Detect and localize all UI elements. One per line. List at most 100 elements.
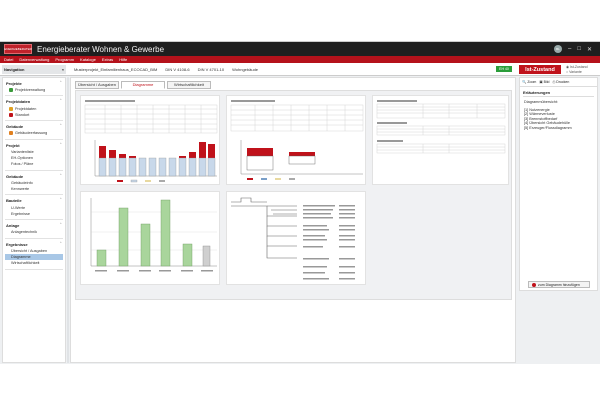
navigation-header[interactable]: Navigation « [2,65,66,74]
collapse-left-icon[interactable]: « [61,67,64,72]
menu-extras[interactable]: Extras [101,57,114,62]
application-window: ENERGIEBERATER Energieberater Wohnen & G… [0,41,600,396]
nav-item-uebersicht-ausgaben[interactable]: Übersicht / Ausgaben [11,248,48,253]
diagram-nutzenergie-graphic [84,100,218,183]
navigation-title: Navigation [4,67,25,72]
diagram-waermeverluste[interactable] [226,95,366,185]
diagram-brennstoffbedarf[interactable] [372,95,509,185]
minimize-icon[interactable]: – [568,46,572,52]
nav-section-gebaeude-2: Gebäude Gebäudeinfo Kennwerte [5,173,63,196]
print-label: Drucken [556,80,570,84]
tab-wirtschaftlichkeit[interactable]: Wirtschaftlichkeit [167,81,211,89]
diagram-gebaeudehuelle[interactable] [80,191,220,285]
nav-item-label: Gebäudeerfassung [15,131,48,136]
image-button[interactable]: ▣ Bild [539,80,549,84]
maximize-icon[interactable]: □ [577,46,581,52]
nav-section-title[interactable]: Projektdaten [5,98,63,105]
project-norm-2: DIN V 4701-10 [197,67,225,72]
nav-item-kennwerte[interactable]: Kennwerte [11,187,30,192]
project-type: Wohngebäude [232,67,259,72]
menu-datenverwaltung[interactable]: Datenverwaltung [19,57,50,62]
nav-section-title[interactable]: Projekte [5,80,63,87]
zoom-icon: 🔍 [522,80,527,84]
image-label: Bild [543,80,550,84]
diagram-nutzenergie[interactable] [80,95,220,185]
window-controls: BL – □ ✕ [554,45,592,53]
menu-bar: Datei Datenverwaltung Programm Kataloge … [0,56,600,63]
nav-section-title[interactable]: Gebäude [5,173,63,180]
nav-item-gebaeudeerfassung[interactable]: Gebäudeerfassung [5,130,63,136]
building-icon [9,131,13,136]
nav-item-label: Standort [15,112,30,117]
nav-item-projektverwaltung[interactable]: Projektverwaltung [5,87,63,93]
menu-programm[interactable]: Programm [55,57,75,62]
radio-ist[interactable]: ◉ Ist-Zustand [566,65,588,69]
diagram-flussdiagramm-graphic [231,197,355,280]
nav-item-standort[interactable]: Standort [5,112,63,118]
nav-item-u-werte[interactable]: U-Werte [11,205,26,210]
zoom-label: Zoom [527,80,537,84]
tab-uebersicht[interactable]: Übersicht / Ausgaben [75,81,119,89]
title-bar: ENERGIEBERATER Energieberater Wohnen & G… [0,42,600,56]
info-panel: 🔍 Zoom ▣ Bild ⎙ Drucken Erläuterungen Diagr… [519,77,598,291]
radio-variante[interactable]: ○ Variante [566,70,582,74]
nav-section-ergebnisse: Ergebnisse Übersicht / Ausgaben Diagramm… [5,241,63,270]
state-radio-group: ◉ Ist-Zustand ○ Variante [566,65,588,75]
app-logo: ENERGIEBERATER [4,44,32,54]
menu-datei[interactable]: Datei [4,57,14,62]
add-diagram-button[interactable]: zum Diagramm hinzufügen [528,281,590,288]
radio-variante-label: Variante [569,70,582,74]
add-diagram-label: zum Diagramm hinzufügen [538,282,580,287]
tab-diagramme[interactable]: Diagramme [121,81,165,89]
project-norm-1: DIN V 4108-6 [165,67,190,72]
add-icon [532,282,536,287]
diagram-gebaeudehuelle-graphic [90,198,217,272]
nav-section-title[interactable]: Projekt [5,142,63,149]
project-info: Musterprojekt_Einfamilienhaus_ECOCAD_BIM… [74,67,258,72]
menu-kataloge[interactable]: Kataloge [80,57,96,62]
image-icon: ▣ [539,80,543,84]
nav-item-anlagentechnik[interactable]: Anlagentechnik [11,230,37,235]
sidebar-splitter[interactable] [67,77,69,363]
nav-item-label: Projektdaten [15,106,37,111]
info-toolbar: 🔍 Zoom ▣ Bild ⎙ Drucken [520,78,597,87]
nav-section-title[interactable]: Gebäude [5,123,63,130]
print-icon: ⎙ [552,80,556,84]
project-bar: Navigation « Musterprojekt_Einfamilienha… [0,63,600,76]
desktop-background-top [0,0,600,41]
info-list-item: [3] Brennstoffbedarf [524,116,558,121]
navigation-sidebar: Projekte Projektverwaltung Projektdaten … [2,77,66,363]
nav-item-eh-optionen[interactable]: EH-Optionen [11,156,33,161]
zoom-button[interactable]: 🔍 Zoom [522,80,536,84]
nav-section-title[interactable]: Anlage [5,222,63,229]
nav-item-wirtschaftlichkeit[interactable]: Wirtschaftlichkeit [11,261,40,266]
nav-section-title[interactable]: Bauteile [5,197,63,204]
nav-item-projektdaten[interactable]: Projektdaten [5,105,63,111]
nav-item-gebaeudeinfo[interactable]: Gebäudeinfo [11,180,33,185]
info-list-item: [5] Erzeuger/Flussdiagramm [524,125,572,130]
nav-item-fotos-plaene[interactable]: Fotos / Pläne [11,162,34,167]
nav-section-projekt: Projekt Variantenliste EH-Optionen Fotos… [5,142,63,171]
info-heading: Erläuterungen [523,90,594,97]
info-intro: Diagrammübersicht: [524,100,558,104]
info-list-item: [2] Wärmeverluste [524,112,555,116]
document-icon [9,106,13,111]
diagram-flussdiagramm[interactable] [226,191,366,285]
radio-ist-label: Ist-Zustand [570,65,588,69]
diagram-waermeverluste-graphic [230,100,364,180]
print-button[interactable]: ⎙ Drucken [552,80,569,84]
nav-item-variantenliste[interactable]: Variantenliste [11,149,34,154]
nav-section-title[interactable]: Ergebnisse [5,241,63,248]
main-content: Übersicht / Ausgaben Diagramme Wirtschaf… [70,77,516,372]
menu-hilfe[interactable]: Hilfe [119,57,128,62]
nav-item-ergebnisse[interactable]: Ergebnisse [11,211,30,216]
desktop-background-bottom [0,364,600,400]
close-icon[interactable]: ✕ [586,46,592,53]
eh-badge: EH 40 [496,66,512,72]
nav-item-label: Projektverwaltung [15,88,46,93]
app-title: Energieberater Wohnen & Gewerbe [37,44,165,54]
nav-section-gebaeude: Gebäude Gebäudeerfassung [5,123,63,140]
nav-item-diagramme[interactable]: Diagramme [5,253,63,261]
user-avatar[interactable]: BL [554,45,562,53]
result-tabs: Übersicht / Ausgaben Diagramme Wirtschaf… [75,81,211,89]
